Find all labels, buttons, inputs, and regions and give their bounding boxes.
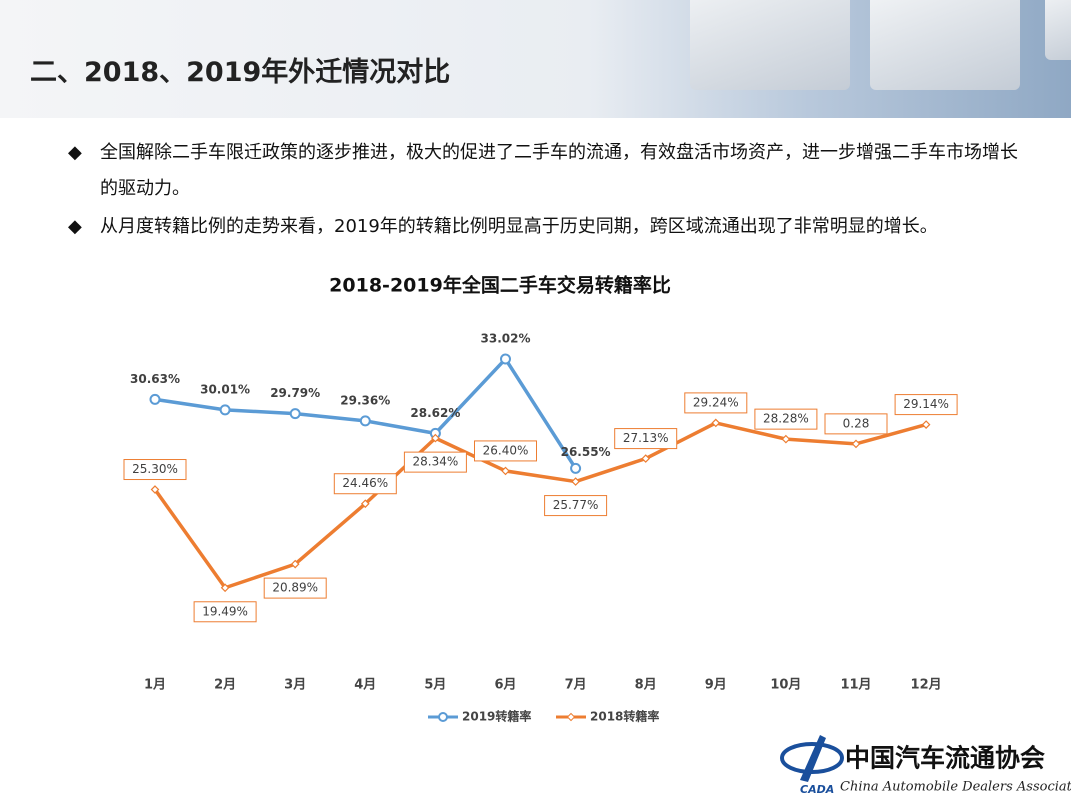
x-tick-label: 1月 — [144, 678, 166, 693]
logo-mark — [800, 735, 826, 782]
x-tick-label: 8月 — [635, 678, 657, 693]
data-label-box — [333, 473, 397, 495]
data-label-box — [403, 451, 467, 473]
logo-name-en: China Automobile Dealers Association — [840, 780, 1071, 795]
legend-label: 2019转籍率 — [462, 709, 531, 724]
x-tick-label: 10月 — [770, 678, 801, 693]
logo-name: 中国汽车流通协会 — [845, 744, 1045, 773]
data-label: 29.24% — [693, 395, 739, 409]
decor — [870, 0, 1020, 90]
data-label: 30.01% — [200, 382, 250, 396]
legend-marker — [438, 712, 448, 722]
data-label: 30.63% — [130, 372, 180, 386]
logo: CADA 中国汽车流通协会 China Automobile Dealers A… — [780, 735, 1071, 796]
x-tick-label: 7月 — [565, 678, 587, 693]
series-line — [153, 421, 927, 590]
point — [149, 393, 161, 405]
legend-marker — [566, 712, 576, 722]
data-label: 29.79% — [270, 386, 320, 400]
x-tick-label: 11月 — [840, 678, 871, 693]
x-tick-label: 12月 — [911, 678, 942, 693]
point — [641, 454, 651, 463]
data-label: 20.89% — [272, 581, 318, 595]
data-label: 29.14% — [903, 397, 949, 411]
point — [500, 353, 511, 365]
data-label: 26.55% — [561, 445, 611, 459]
point — [431, 433, 440, 443]
point — [501, 466, 510, 476]
logo-abbr: CADA — [800, 783, 834, 796]
data-label: 27.13% — [623, 431, 669, 445]
bullet-text: 从月度转籍比例的走势来看，2019年的转籍比例明显高于历史同期，跨区域流通出现了… — [100, 216, 938, 237]
data-label-box — [894, 394, 958, 416]
data-label: 28.34% — [413, 455, 459, 469]
decor — [1045, 0, 1071, 60]
point — [570, 462, 582, 474]
data-label: 33.02% — [481, 331, 531, 345]
data-label-box — [614, 428, 678, 450]
data-label-box — [544, 495, 608, 517]
data-label-box — [193, 601, 257, 623]
x-tick-label: 6月 — [494, 678, 516, 693]
bullet: ◆ 从月度转籍比例的走势来看，2019年的转籍比例明显高于历史同期，跨区域流通出现… — [68, 209, 1028, 245]
point — [359, 415, 371, 427]
point — [220, 583, 230, 593]
data-label: 24.46% — [342, 476, 388, 490]
header: 二、2018、2019年外迁情况对比 — [0, 0, 1071, 118]
legend-label: 2018转籍率 — [590, 709, 659, 724]
data-label: 25.30% — [132, 462, 178, 476]
data-label-box — [474, 440, 537, 462]
point — [150, 485, 160, 494]
data-label-box — [123, 459, 187, 481]
point — [571, 477, 580, 486]
bullet-text: 全国解除二手车限迁政策的逐步推进，极大的促进了二手车的流通，有效盘活市场资产，进… — [100, 142, 1018, 199]
slide-title: 二、2018、2019年外迁情况对比 — [30, 57, 451, 88]
data-label: 26.40% — [483, 443, 529, 457]
data-label: 25.77% — [553, 498, 599, 512]
x-tick-label: 9月 — [705, 678, 727, 693]
data-label-box — [263, 577, 327, 599]
x-tick-label: 5月 — [424, 678, 446, 693]
point — [921, 420, 931, 429]
decor — [690, 0, 850, 90]
data-label-box — [684, 392, 748, 414]
data-label-box — [824, 413, 888, 435]
data-label: 28.28% — [763, 412, 809, 426]
data-label-box — [754, 408, 818, 430]
bullet: ◆ 全国解除二手车限迁政策的逐步推进，极大的促进了二手车的流通，有效盘活市场资产，… — [68, 135, 1028, 207]
x-tick-label: 4月 — [354, 678, 376, 693]
x-tick-label: 3月 — [284, 678, 306, 693]
data-label: 0.28 — [843, 416, 870, 430]
point — [290, 559, 300, 569]
point — [360, 499, 370, 509]
point — [289, 408, 301, 420]
point — [851, 439, 861, 449]
data-label: 28.62% — [410, 406, 460, 420]
chart-title: 2018-2019年全国二手车交易转籍率比 — [329, 274, 671, 297]
data-label: 19.49% — [202, 604, 248, 618]
point — [711, 418, 721, 428]
data-label: 29.36% — [340, 393, 390, 407]
point — [781, 434, 791, 444]
x-tick-label: 2月 — [214, 678, 236, 693]
point — [219, 404, 231, 416]
